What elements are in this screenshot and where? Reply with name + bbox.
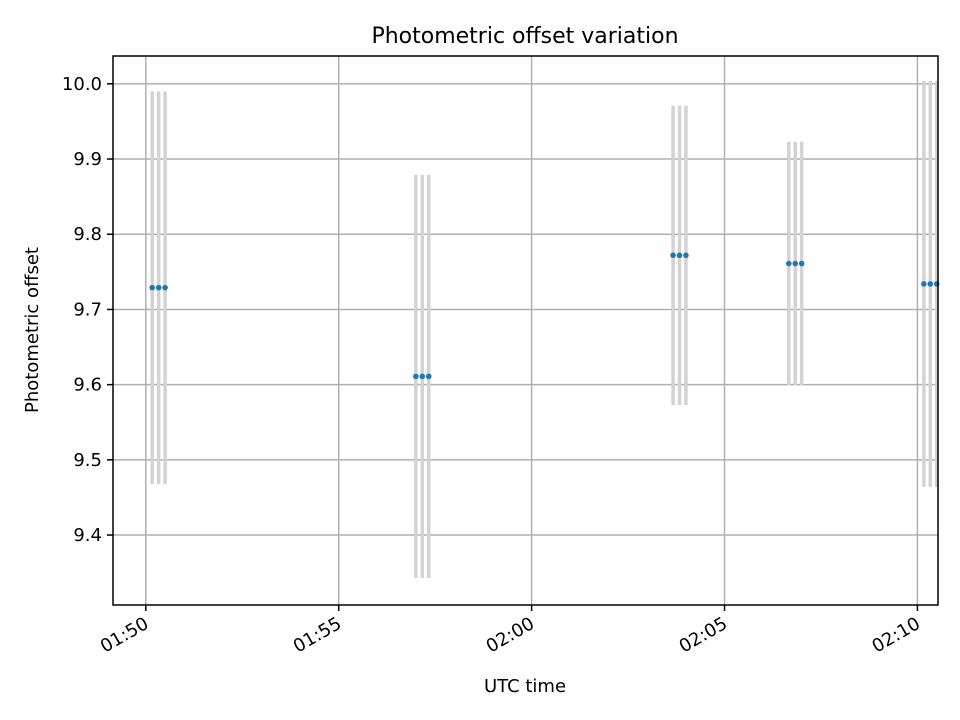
x-tick-label: 01:55 [290, 613, 345, 657]
data-point [683, 252, 689, 259]
data-point [786, 260, 792, 267]
grid-lines [113, 56, 938, 605]
y-axis-label: Photometric offset [22, 247, 43, 413]
x-tick-label: 01:50 [97, 613, 152, 657]
y-tick-label: 9.4 [73, 525, 102, 546]
data-point [676, 252, 683, 259]
x-tick-label: 02:10 [868, 613, 923, 657]
error-bars [150, 80, 939, 578]
data-point [413, 373, 419, 380]
data-point [921, 281, 927, 287]
x-tick-label: 02:05 [676, 613, 731, 657]
data-point [792, 260, 799, 267]
data-point [927, 281, 934, 287]
y-tick-label: 9.5 [73, 450, 102, 471]
data-points [149, 252, 940, 380]
data-point [149, 284, 156, 291]
x-axis-label: UTC time [484, 676, 566, 697]
data-point [162, 284, 168, 291]
x-tick-label: 02:00 [483, 613, 538, 657]
data-point [425, 373, 432, 380]
data-point [155, 284, 162, 291]
y-tick-label: 10.0 [62, 74, 102, 95]
y-tick-label: 9.8 [73, 224, 102, 245]
y-tick-label: 9.7 [73, 299, 102, 320]
y-tick-label: 9.6 [73, 375, 102, 396]
plot-frame [112, 55, 939, 606]
y-tick-label: 9.9 [73, 149, 102, 170]
data-point [670, 252, 676, 259]
chart-title: Photometric offset variation [371, 24, 678, 49]
data-point [419, 373, 426, 380]
data-point [798, 260, 805, 267]
